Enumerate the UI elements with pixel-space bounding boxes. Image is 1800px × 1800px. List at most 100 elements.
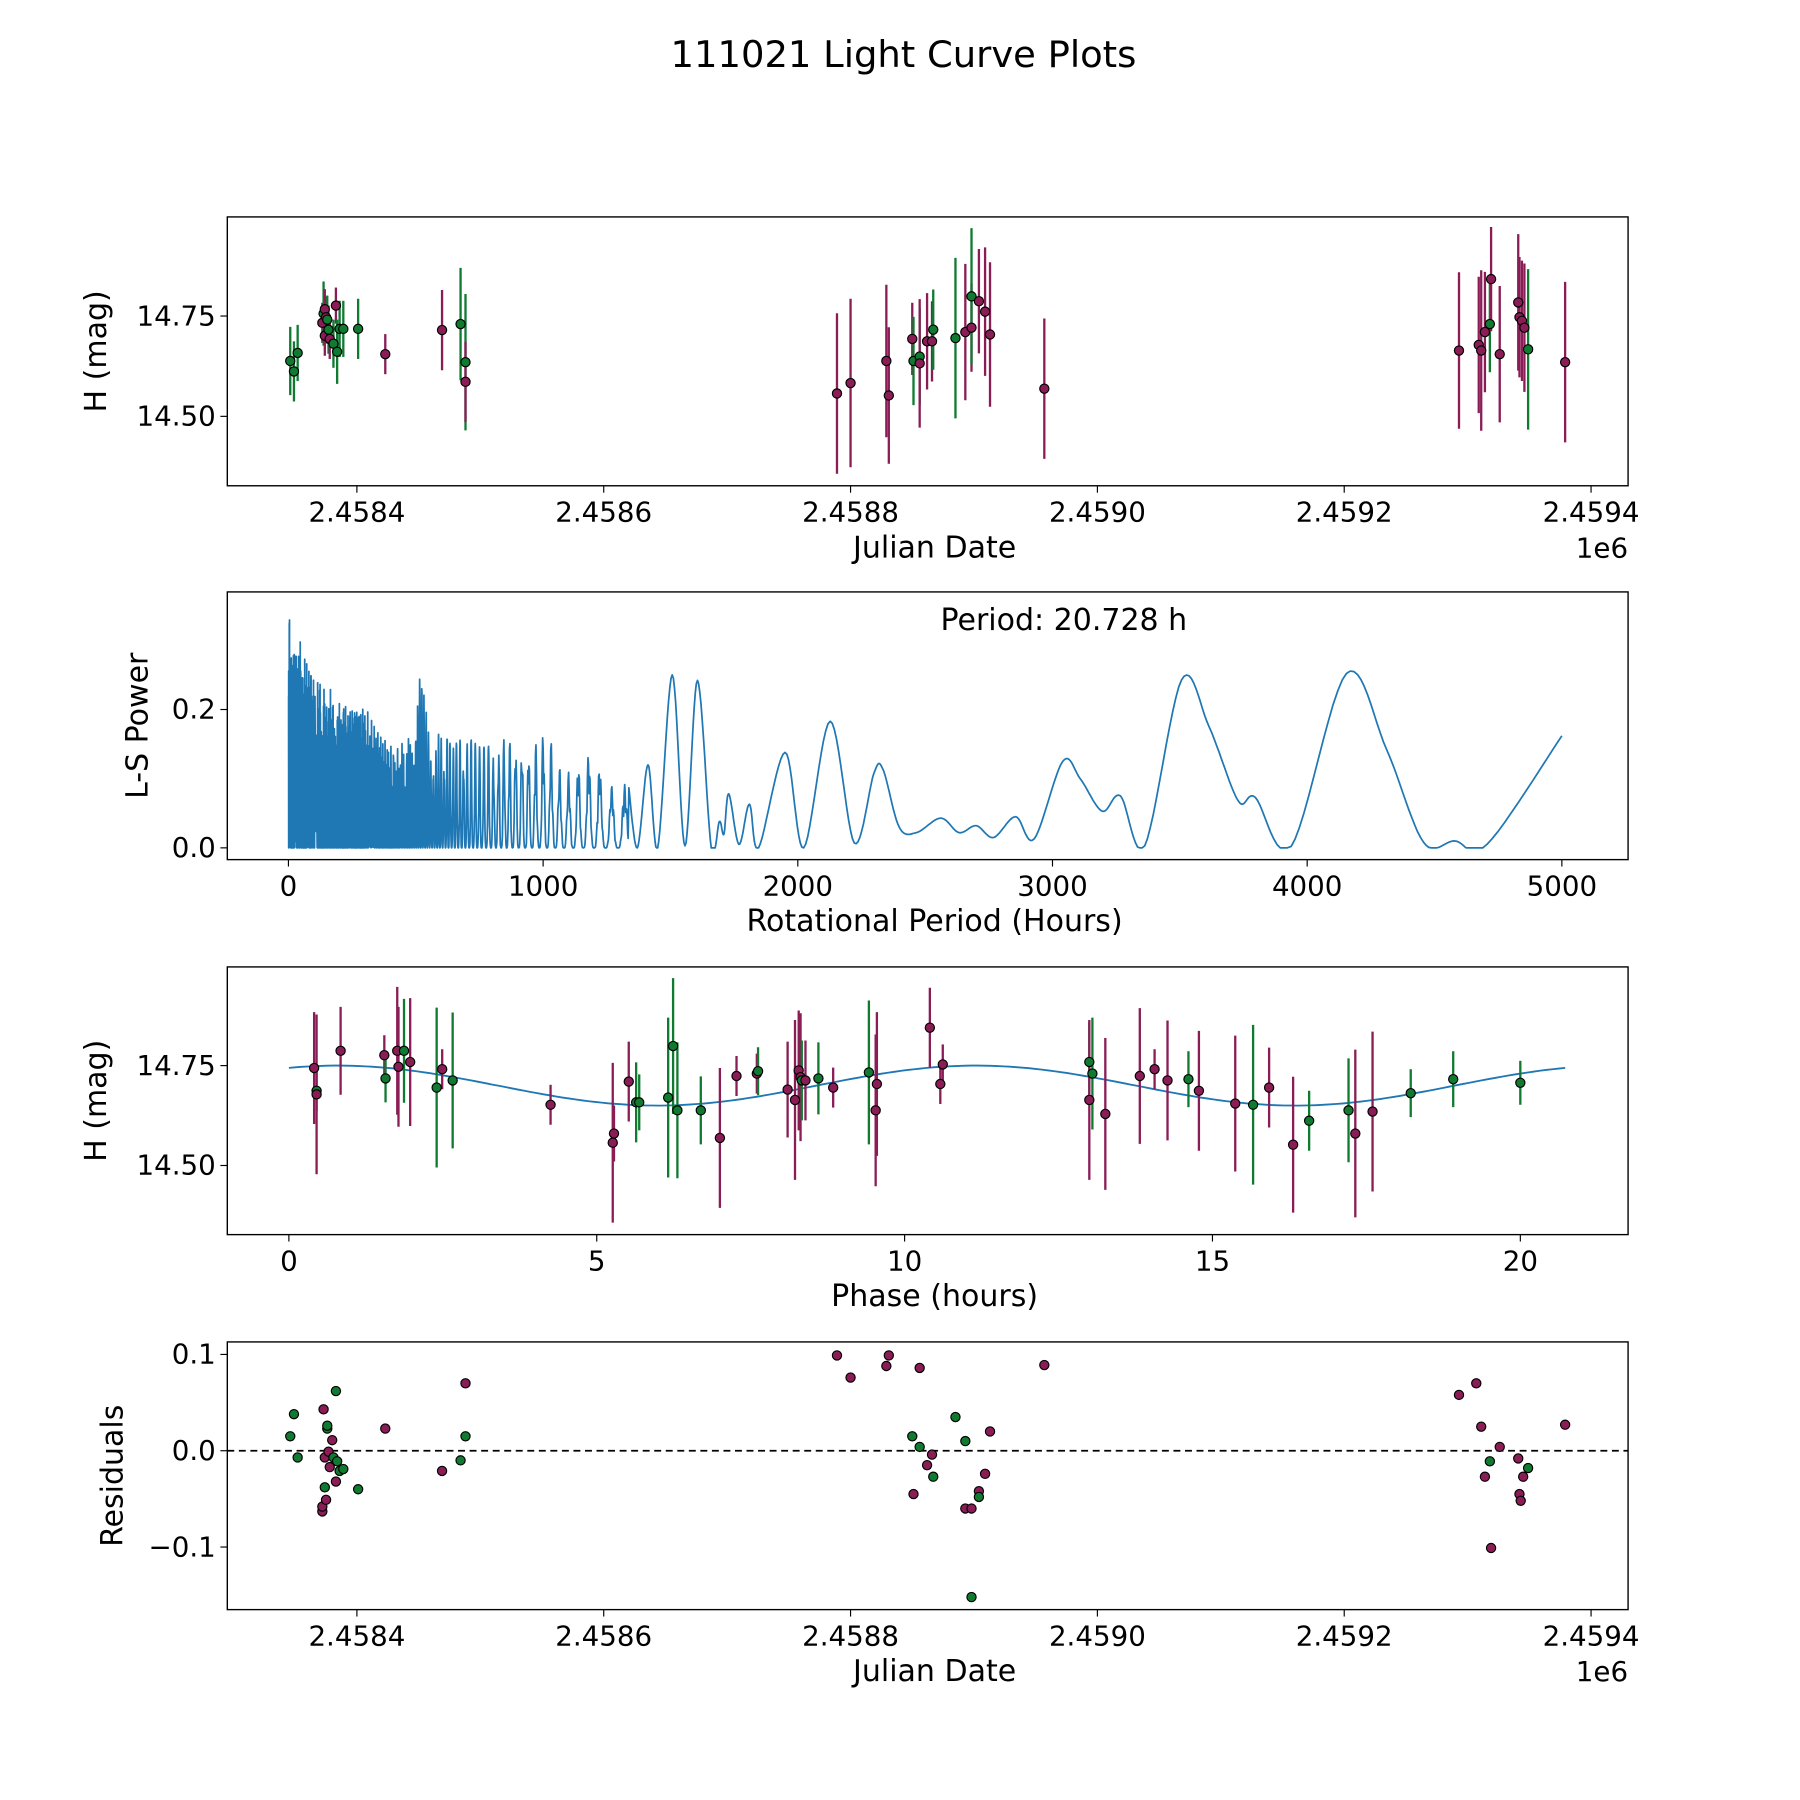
data-point — [1287, 1139, 1299, 1150]
data-point — [1162, 1075, 1173, 1086]
x-tick-label: 2.4588 — [802, 1619, 899, 1652]
x-tick-label: 5000 — [1527, 869, 1597, 902]
data-point — [845, 1372, 856, 1383]
data-point — [455, 318, 466, 330]
data-point — [1134, 1070, 1146, 1082]
data-point — [937, 1059, 948, 1070]
data-point — [319, 1482, 330, 1493]
data-point — [1303, 1115, 1315, 1126]
data-point — [966, 1503, 977, 1514]
data-point — [907, 333, 918, 345]
data-point — [330, 1476, 342, 1487]
y-tick-label: 14.50 — [137, 1149, 216, 1182]
data-point — [285, 355, 296, 367]
data-point — [320, 1494, 332, 1506]
data-point — [431, 1082, 442, 1093]
data-point — [667, 1040, 679, 1052]
data-point — [979, 1468, 991, 1480]
x-axis-label: Julian Date — [851, 1654, 1016, 1689]
data-point — [1517, 1471, 1529, 1482]
data-point — [883, 1350, 895, 1361]
data-point — [1193, 1085, 1205, 1096]
data-point — [447, 1075, 458, 1086]
data-point — [322, 1420, 333, 1431]
data-point — [331, 1456, 343, 1467]
data-point — [1084, 1056, 1095, 1068]
data-point — [950, 332, 961, 344]
x-tick-label: 5 — [588, 1244, 606, 1277]
data-point — [928, 324, 939, 335]
data-point — [1183, 1074, 1194, 1085]
data-point — [731, 1070, 742, 1082]
data-point — [1453, 345, 1465, 356]
data-point — [926, 1449, 938, 1460]
x-tick-label: 0 — [280, 1244, 298, 1277]
data-point — [1476, 1421, 1487, 1432]
data-point — [752, 1066, 764, 1077]
data-point — [292, 1452, 303, 1463]
data-point — [973, 295, 985, 307]
x-tick-label: 20 — [1503, 1244, 1538, 1277]
periodogram-panel: 0 1000 2000 3000 4000 5000 0.0 0.2 Rotational Pe… — [121, 591, 1629, 939]
data-point — [1087, 1068, 1098, 1079]
data-point — [318, 1404, 329, 1415]
axes-frame — [226, 966, 1629, 1236]
x-tick-label: 2.4590 — [1049, 1619, 1146, 1652]
data-point — [871, 1078, 883, 1090]
data-point — [1515, 1077, 1526, 1088]
data-point — [1263, 1082, 1275, 1093]
data-point — [1479, 1471, 1491, 1482]
data-point — [908, 1488, 919, 1500]
data-point — [322, 314, 333, 325]
data-point — [1039, 1359, 1050, 1371]
data-point — [352, 323, 364, 335]
data-point — [831, 388, 843, 399]
data-point — [966, 322, 977, 333]
data-point — [1405, 1087, 1416, 1099]
data-point — [338, 1463, 349, 1475]
x-tick-label: 2.4586 — [555, 496, 652, 529]
figure-title: 111021 Light Curve Plots — [671, 33, 1137, 76]
y-tick-label: 0.2 — [172, 693, 216, 726]
data-point — [323, 324, 334, 335]
axes-frame — [226, 216, 1629, 487]
y-axis-label: Residuals — [95, 1405, 130, 1547]
data-point — [1515, 1495, 1526, 1506]
data-point — [460, 1378, 471, 1389]
data-point — [380, 1423, 391, 1434]
data-point — [330, 1385, 342, 1397]
data-point — [1100, 1108, 1111, 1120]
data-point — [1494, 348, 1505, 360]
y-tick-label: −0.1 — [149, 1530, 216, 1563]
data-point — [331, 346, 343, 357]
y-tick-label: 0.0 — [172, 831, 216, 864]
data-point — [881, 1360, 892, 1372]
x-tick-label: 2.4594 — [1543, 1619, 1640, 1652]
y-tick-label: 0.0 — [172, 1434, 216, 1467]
data-point — [1448, 1074, 1459, 1085]
y-axis-label: H (mag) — [79, 290, 114, 412]
data-point — [1513, 297, 1524, 308]
data-point — [914, 1441, 925, 1453]
x-tick-label: 2.4588 — [802, 496, 899, 529]
data-point — [436, 1465, 448, 1477]
data-point — [1485, 1542, 1497, 1554]
data-point — [800, 1075, 811, 1086]
data-point — [924, 1022, 936, 1033]
data-point — [545, 1099, 556, 1110]
data-point — [379, 1050, 390, 1061]
x-offset-label: 1e6 — [1576, 531, 1628, 564]
x-tick-label: 3000 — [1017, 869, 1087, 902]
data-point — [380, 348, 391, 360]
data-point — [460, 1431, 471, 1442]
data-point — [714, 1132, 726, 1144]
y-tick-label: 0.1 — [172, 1338, 216, 1371]
plot-area — [227, 1350, 1629, 1603]
data-point — [789, 1094, 801, 1106]
data-point — [1519, 322, 1530, 333]
data-point — [1559, 356, 1571, 368]
x-tick-label: 2.4592 — [1296, 1619, 1393, 1652]
x-tick-label: 10 — [887, 1244, 922, 1277]
data-point — [926, 336, 938, 347]
